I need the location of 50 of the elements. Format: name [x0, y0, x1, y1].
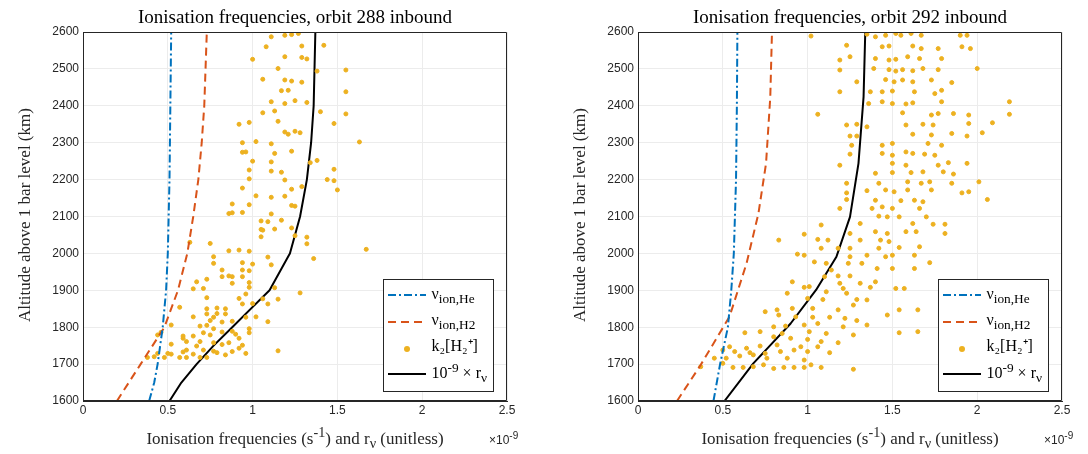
text: ×10$^{-9}$: [1044, 430, 1074, 447]
y-tick-label: 2400: [607, 98, 635, 113]
chart-title: Ionisation frequencies, orbit 288 inbound: [137, 6, 453, 28]
legend-label: ν$_{ion,He}$: [986, 285, 1030, 307]
legend-label: k₂[H₂⁺]: [986, 337, 1033, 355]
y-tick-label: 2200: [607, 171, 635, 186]
y-axis-title: Altitude above 1 bar level (km): [570, 106, 590, 324]
y-tick-label: 1900: [607, 282, 635, 297]
x-axis-title: Ionisation frequencies (s$^{-1}$) and r$_{ν}$ (unitless): [146, 424, 444, 452]
legend-label: 10$^{-9}$ × r$_{ν}$: [431, 359, 487, 385]
x-tick-label: 2.5: [1053, 402, 1071, 417]
y-tick-label: 2100: [52, 208, 80, 223]
y-tick-label: 2500: [607, 61, 635, 76]
y-tick-label: 2000: [607, 245, 635, 260]
legend-label: k₂[H₂⁺]: [431, 337, 478, 355]
x-tick-label: 1.5: [884, 402, 902, 417]
legend-label: 10$^{-9}$ × r$_{ν}$: [986, 359, 1042, 385]
y-tick-label: 2200: [52, 171, 80, 186]
legend-label: ν$_{ion,He}$: [431, 285, 475, 307]
legend-label: ν$_{ion,H2}$: [431, 311, 476, 333]
legend-label: ν$_{ion,H2}$: [986, 311, 1031, 333]
y-tick-label: 2100: [607, 208, 635, 223]
y-tick-label: 2600: [52, 24, 80, 39]
y-tick-label: 2300: [607, 135, 635, 150]
x-tick-label: 2.5: [498, 402, 516, 417]
y-tick-label: 1900: [52, 282, 80, 297]
x-tick-label: 2: [973, 402, 981, 417]
y-tick-label: 2000: [52, 245, 80, 260]
x-tick-label: 2: [418, 402, 426, 417]
x-tick-label: 0: [79, 402, 87, 417]
x-tick-label: 0.5: [714, 402, 732, 417]
y-tick-label: 1600: [52, 393, 80, 408]
y-tick-label: 1800: [607, 319, 635, 334]
x-tick-label: 1.5: [329, 402, 347, 417]
text: ×10$^{-9}$: [489, 430, 519, 447]
x-axis-title: Ionisation frequencies (s$^{-1}$) and r$_{ν}$ (unitless): [701, 424, 999, 452]
x-tick-label: 0: [634, 402, 642, 417]
x-tick-label: 1: [804, 402, 812, 417]
x-tick-label: 0.5: [159, 402, 177, 417]
y-tick-label: 1700: [52, 356, 80, 371]
y-tick-label: 1600: [607, 393, 635, 408]
y-tick-label: 1800: [52, 319, 80, 334]
y-tick-label: 2300: [52, 135, 80, 150]
chart-title: Ionisation frequencies, orbit 292 inbound: [692, 6, 1008, 28]
y-tick-label: 1700: [607, 356, 635, 371]
y-tick-label: 2400: [52, 98, 80, 113]
y-tick-label: 2600: [607, 24, 635, 39]
x-tick-label: 1: [249, 402, 257, 417]
y-tick-label: 2500: [52, 61, 80, 76]
y-axis-title: Altitude above 1 bar level (km): [15, 106, 35, 324]
